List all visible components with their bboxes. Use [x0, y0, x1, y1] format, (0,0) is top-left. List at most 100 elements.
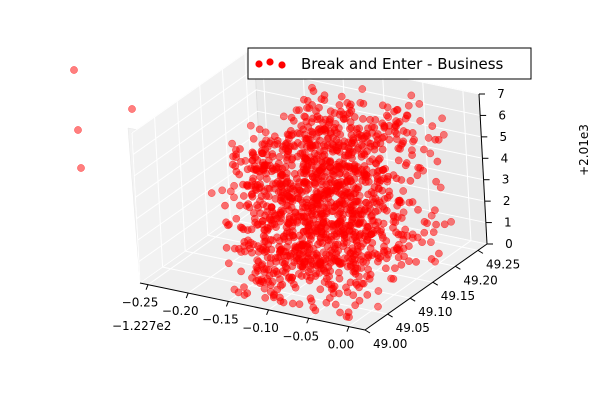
data-point [274, 253, 282, 262]
data-point [328, 207, 336, 216]
data-point [420, 228, 429, 237]
data-point [401, 161, 410, 170]
data-point [283, 227, 292, 236]
data-point [316, 285, 325, 294]
data-point [353, 281, 361, 289]
y-tick-label: 49.15 [441, 289, 475, 303]
data-point [297, 122, 306, 130]
data-point [438, 114, 446, 123]
data-point [337, 92, 346, 101]
data-point [370, 145, 379, 154]
data-point [331, 120, 340, 128]
data-point [286, 218, 294, 226]
data-point [232, 214, 241, 223]
data-point [237, 267, 245, 276]
data-point [266, 222, 275, 230]
data-point [371, 116, 380, 124]
data-point [440, 220, 449, 229]
data-point [264, 278, 273, 286]
data-point [427, 238, 435, 247]
z-tick-label: 2 [503, 194, 511, 208]
data-point [224, 259, 233, 268]
data-point [407, 91, 416, 100]
x-tick [145, 284, 149, 290]
data-point [423, 219, 431, 228]
y-axis-line [364, 243, 488, 331]
y-tick [432, 281, 439, 286]
data-point [353, 264, 362, 273]
data-point [368, 155, 377, 164]
data-point [345, 257, 354, 265]
data-point [429, 228, 438, 237]
data-point [255, 125, 264, 134]
legend: Break and Enter - Business [247, 47, 532, 80]
data-point [252, 186, 261, 195]
y-tick [477, 249, 484, 254]
data-point [266, 259, 275, 268]
data-point [432, 220, 440, 229]
data-point [368, 251, 377, 259]
data-point-outlier [70, 66, 78, 74]
data-point [241, 156, 250, 165]
data-point [319, 218, 328, 227]
y-tick-label: 49.05 [396, 321, 430, 335]
data-point [346, 124, 354, 133]
data-point [332, 229, 341, 238]
data-point [397, 198, 405, 207]
data-point [346, 177, 355, 185]
legend-label: Break and Enter - Business [301, 55, 504, 73]
data-point [311, 141, 320, 150]
data-point [297, 241, 306, 250]
data-point [379, 234, 387, 242]
data-point [308, 211, 317, 220]
data-point [326, 107, 335, 116]
data-point [283, 156, 291, 164]
data-point [392, 106, 401, 114]
data-point [362, 198, 371, 207]
data-point [394, 245, 402, 254]
data-point [357, 152, 366, 161]
data-point [321, 126, 330, 135]
data-point [340, 160, 349, 169]
data-point [246, 121, 255, 130]
data-point [296, 186, 304, 195]
data-point [424, 134, 433, 142]
data-point [432, 177, 440, 186]
data-point [385, 191, 394, 200]
data-point [303, 218, 312, 227]
data-point [406, 176, 415, 185]
data-point [349, 291, 358, 300]
data-point [380, 242, 388, 251]
data-point [275, 153, 284, 161]
data-point [283, 139, 291, 147]
data-point [300, 112, 309, 121]
data-point [403, 111, 412, 120]
data-point [318, 180, 326, 189]
data-point [380, 133, 388, 141]
data-point [405, 242, 413, 250]
data-point [302, 136, 311, 144]
data-point [248, 148, 257, 157]
data-point [374, 302, 382, 311]
data-point [253, 221, 262, 229]
data-point [295, 300, 304, 309]
data-point [259, 165, 268, 174]
data-point [394, 253, 403, 262]
z-axis-line [478, 93, 488, 245]
x-tick [306, 318, 310, 324]
data-point [349, 230, 358, 239]
x-tick-label: −0.05 [282, 329, 319, 343]
data-point [230, 285, 239, 294]
z-axis-offset-label: +2.01e3 [577, 124, 591, 176]
data-point [395, 118, 404, 126]
tick-labels: −0.25−0.20−0.15−0.10−0.05 0.00 49.00 49.05 4… [122, 87, 521, 352]
data-point [364, 222, 373, 231]
y-tick [387, 313, 393, 318]
data-point [383, 177, 392, 186]
data-point [309, 193, 318, 202]
data-point [319, 248, 328, 257]
data-point [307, 297, 316, 305]
data-point [328, 170, 337, 179]
data-point [260, 265, 269, 273]
data-point [359, 239, 367, 248]
